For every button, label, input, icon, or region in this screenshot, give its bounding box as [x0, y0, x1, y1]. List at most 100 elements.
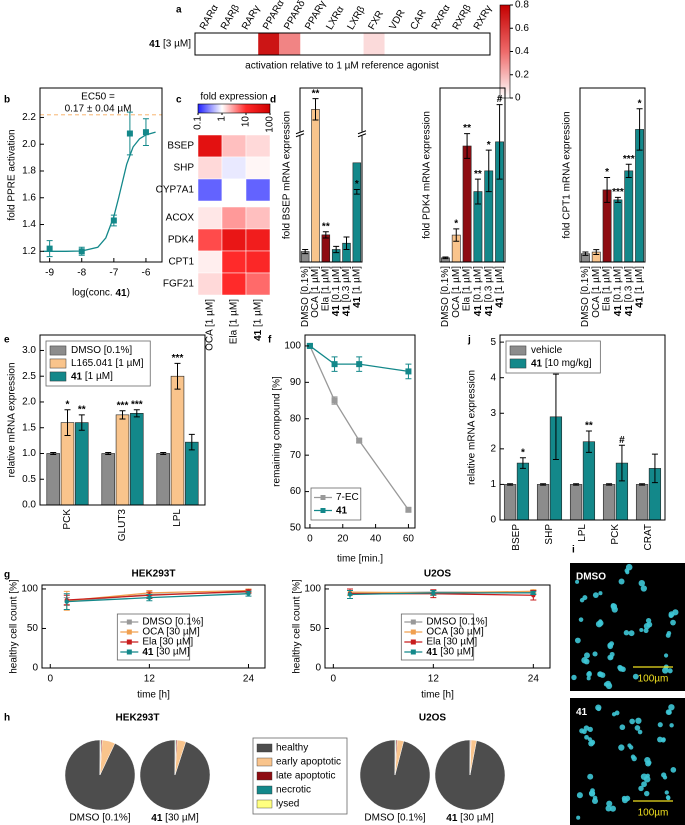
- scale-bar-label: 100µm: [638, 674, 669, 685]
- error-bar: [604, 176, 611, 203]
- significance-label: **: [463, 123, 471, 134]
- cell-nucleus: [638, 579, 645, 587]
- series-line: [309, 345, 409, 373]
- heatmap-cell: [195, 33, 217, 55]
- legend-label: DMSO [0.1%]: [426, 617, 487, 628]
- data-point: [246, 591, 251, 596]
- fit-curve: [43, 131, 156, 252]
- legend-swatch: [256, 785, 273, 795]
- x-axis-label: time [h]: [421, 690, 454, 701]
- significance-label: **: [474, 169, 482, 180]
- legend-label: 41 [1 µM]: [71, 371, 113, 382]
- axis-break-mark: [295, 130, 305, 138]
- x-tick-label: LPL: [577, 524, 588, 542]
- heatmap-cell: [321, 33, 343, 55]
- bar: [321, 234, 331, 263]
- significance-label: *: [66, 399, 70, 410]
- x-tick-label: 24: [528, 674, 540, 685]
- legend-label: necrotic: [276, 785, 311, 796]
- error-bar: [474, 178, 481, 205]
- legend-marker: [320, 508, 326, 513]
- pie-label: DMSO [0.1%]: [364, 813, 425, 824]
- error-bar: [651, 453, 658, 484]
- cell-nucleus: [670, 767, 677, 773]
- y-tick-label: 3.0: [22, 345, 36, 356]
- y-tick-label: 0: [490, 515, 496, 526]
- x-tick-label: BSEP: [511, 524, 522, 551]
- x-tick-label: 41 [1 µM]: [351, 266, 362, 308]
- y-tick-label: 4: [490, 372, 496, 383]
- legend-marker: [410, 619, 416, 625]
- y-tick-label: 0: [32, 663, 38, 674]
- data-point: [78, 248, 85, 255]
- data-point: [126, 130, 133, 137]
- cell-nucleus: [596, 706, 601, 712]
- x-tick-label: -6: [141, 268, 150, 279]
- y-tick-label: 70: [290, 450, 302, 461]
- micrograph: [570, 698, 685, 825]
- legend-label: 41 [30 µM]: [142, 647, 190, 658]
- heatmap-cell: [245, 228, 271, 252]
- error-bar: [333, 245, 340, 254]
- bar: [311, 109, 320, 263]
- data-point: [405, 368, 412, 375]
- cell-nucleus: [605, 805, 612, 812]
- plot-frame: [579, 87, 646, 263]
- cell-nucleus: [592, 651, 598, 657]
- significance-label: **: [585, 421, 593, 432]
- cell-nucleus: [640, 773, 648, 780]
- error-bar: [119, 410, 126, 420]
- cell-nucleus: [611, 606, 618, 613]
- row-label: 41 [3 µM]: [149, 39, 191, 50]
- annotation: EC50 =: [81, 92, 115, 103]
- bar: [516, 462, 530, 521]
- column-label: RXRγ: [472, 4, 495, 32]
- data-point: [147, 595, 152, 600]
- heatmap-cell: [221, 272, 247, 296]
- bar: [624, 170, 634, 263]
- bold-run: 41: [494, 296, 505, 308]
- error-bar: [174, 362, 181, 390]
- cell-nucleus: [661, 772, 667, 778]
- y-tick-label: 90: [290, 377, 302, 388]
- cell-nucleus: [618, 744, 625, 751]
- bar: [536, 484, 550, 521]
- row-label: PDK4: [168, 235, 195, 246]
- legend-marker: [126, 649, 132, 655]
- column-label: FXR: [366, 9, 386, 32]
- legend-swatch: [256, 771, 273, 781]
- heatmap-cell: [245, 272, 271, 296]
- cell-nucleus: [628, 630, 635, 637]
- bold-run: 41: [576, 707, 588, 718]
- cell-nucleus: [618, 665, 624, 672]
- significance-label: *: [355, 179, 359, 190]
- cell-nucleus: [588, 740, 595, 747]
- bold-run: 41: [634, 296, 645, 308]
- plot-frame: [324, 584, 551, 669]
- column-label: VDR: [388, 8, 408, 32]
- error-bar: [485, 149, 492, 193]
- chart-title: U2OS: [424, 569, 452, 580]
- error-bar: [540, 483, 547, 486]
- cell-nucleus: [657, 736, 663, 743]
- cell-nucleus: [614, 710, 620, 716]
- y-tick-label: 50: [290, 523, 302, 534]
- x-tick-label: 41 [0.3 µM]: [341, 266, 352, 316]
- cell-nucleus: [592, 795, 598, 801]
- error-bar: [639, 483, 646, 486]
- y-tick-label: 1.8: [22, 166, 36, 177]
- cell-nucleus: [643, 627, 649, 634]
- y-axis-label: healthy cell count [%]: [9, 579, 20, 674]
- cell-nucleus: [644, 756, 651, 764]
- y-tick-label: 1.0: [22, 448, 36, 459]
- bold-run: 41: [253, 329, 264, 341]
- y-tick-label: 50: [310, 623, 322, 634]
- scale-bar-label: 100µm: [638, 808, 669, 819]
- significance-label: *: [454, 218, 458, 229]
- legend-marker: [126, 619, 132, 625]
- column-label: RARβ: [219, 3, 242, 32]
- x-axis-label: time [h]: [137, 690, 170, 701]
- legend-box: [310, 487, 362, 521]
- cell-nucleus: [644, 790, 650, 797]
- bar: [130, 413, 144, 506]
